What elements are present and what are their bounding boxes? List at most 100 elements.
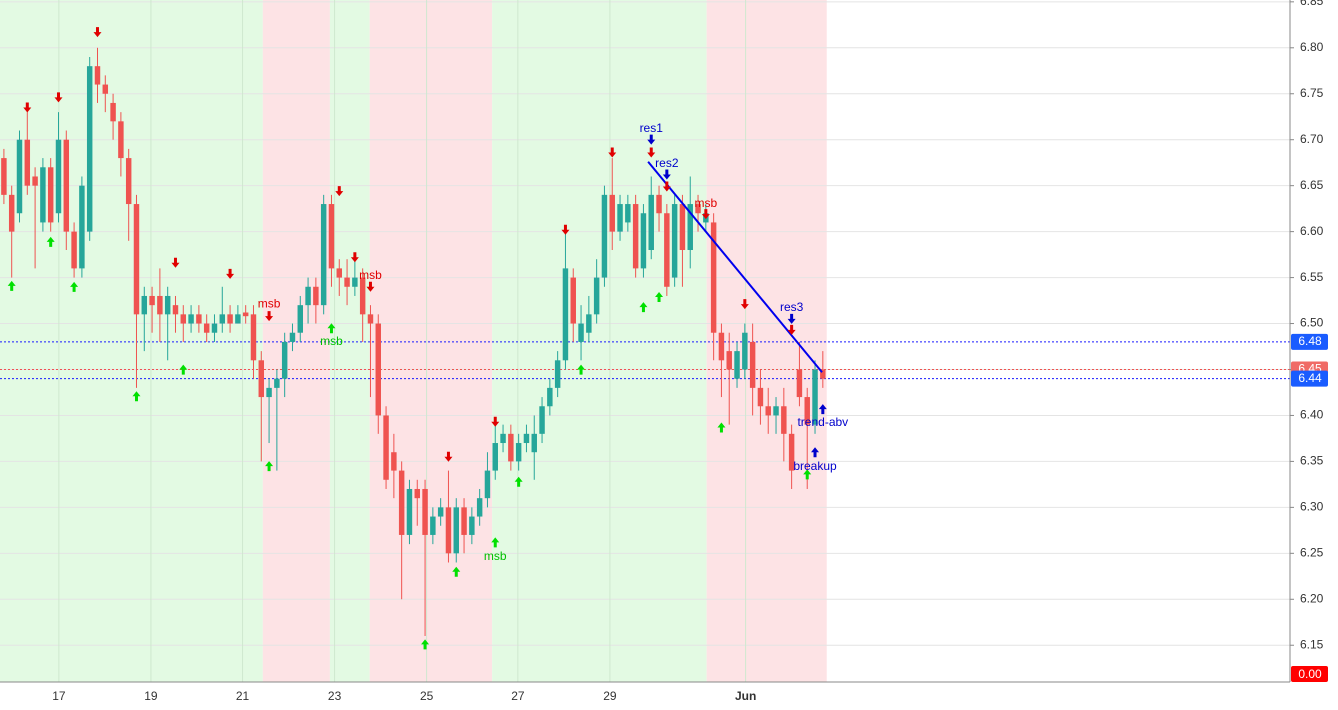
candle-body xyxy=(313,286,319,306)
signal-arrow xyxy=(811,447,820,458)
y-tick-label: 6.65 xyxy=(1300,178,1324,192)
annotation: msb xyxy=(484,549,507,563)
candle-body xyxy=(188,314,194,324)
candle-body xyxy=(32,176,38,186)
candle-body xyxy=(242,312,249,317)
candle-body xyxy=(289,332,296,342)
candle-body xyxy=(274,378,280,388)
candle-body xyxy=(812,369,818,425)
y-tick-label: 6.35 xyxy=(1300,454,1324,468)
signal-arrow xyxy=(421,639,430,650)
signal-arrow xyxy=(54,92,63,103)
candle-body xyxy=(539,406,545,434)
candle-body xyxy=(820,369,826,379)
candle-body xyxy=(328,204,335,269)
candle-body xyxy=(235,314,241,324)
candle-body xyxy=(367,314,374,324)
signal-arrow xyxy=(46,236,55,247)
candle-body xyxy=(133,204,140,315)
candle-body xyxy=(515,443,522,462)
signal-arrow xyxy=(655,291,664,302)
signal-arrow xyxy=(561,224,570,235)
signal-arrow xyxy=(179,364,188,375)
candle-body xyxy=(445,507,452,554)
candle-body xyxy=(94,66,101,85)
candle-body xyxy=(47,167,54,223)
candle-body xyxy=(523,433,530,444)
candle-body xyxy=(757,387,764,407)
candle-body xyxy=(547,387,553,407)
x-tick-label: 25 xyxy=(420,689,434,703)
candle-body xyxy=(664,213,670,287)
annotation: res1 xyxy=(640,121,664,135)
signal-arrow xyxy=(132,391,141,402)
candle-body xyxy=(227,314,233,324)
candle-body xyxy=(79,185,85,269)
signal-arrow xyxy=(452,566,461,577)
y-tick-label: 6.70 xyxy=(1300,132,1324,146)
candle-body xyxy=(437,507,444,517)
regime-zone xyxy=(0,0,263,682)
annotation: breakup xyxy=(793,459,837,473)
x-tick-label: 17 xyxy=(52,689,66,703)
candle-body xyxy=(86,66,93,232)
candle-body xyxy=(24,139,31,186)
candle-body xyxy=(305,286,311,306)
bottom-badge-bg xyxy=(1291,666,1328,682)
candle-body xyxy=(640,213,647,269)
signal-arrow xyxy=(818,404,827,415)
candle-body xyxy=(648,194,654,251)
candle-body xyxy=(414,488,420,499)
signal-arrow xyxy=(608,147,617,158)
y-tick-label: 6.80 xyxy=(1300,40,1324,54)
candle-body xyxy=(500,433,506,444)
y-tick-label: 6.60 xyxy=(1300,224,1324,238)
candle-body xyxy=(250,314,257,361)
signal-arrow xyxy=(327,323,336,334)
candle-body xyxy=(196,314,202,324)
price-badge-bg xyxy=(1291,370,1328,387)
signal-arrow xyxy=(491,416,500,427)
signal-arrow xyxy=(171,257,180,268)
signal-arrow xyxy=(350,252,359,263)
signal-arrow xyxy=(639,302,648,313)
y-tick-label: 6.30 xyxy=(1300,500,1324,514)
candle-body xyxy=(656,194,662,214)
signal-arrow xyxy=(265,311,274,322)
x-tick-label: Jun xyxy=(735,689,756,703)
candle-body xyxy=(461,507,467,535)
candle-body xyxy=(258,360,265,398)
signal-arrow xyxy=(577,364,586,375)
signal-arrow xyxy=(647,134,656,145)
signal-arrow xyxy=(491,537,500,548)
y-tick-label: 6.40 xyxy=(1300,408,1324,422)
candle-body xyxy=(570,277,576,324)
candle-body xyxy=(422,488,428,535)
y-tick-label: 6.85 xyxy=(1300,0,1324,8)
candle-body xyxy=(172,305,179,315)
candle-body xyxy=(632,204,639,269)
candle-body xyxy=(125,158,132,205)
signal-arrow xyxy=(23,102,32,113)
candle-body xyxy=(71,231,77,269)
price-badge: 6.48 xyxy=(1298,334,1322,348)
x-tick-label: 27 xyxy=(511,689,525,703)
candle-body xyxy=(1,158,7,195)
candle-body xyxy=(710,222,717,333)
signal-arrow xyxy=(226,268,235,279)
signal-arrow xyxy=(740,299,749,310)
candle-body xyxy=(796,369,803,398)
signal-arrow xyxy=(7,280,16,291)
signal-arrow xyxy=(662,181,671,192)
annotation: msb xyxy=(359,268,382,282)
candle-body xyxy=(383,415,389,480)
signal-arrow xyxy=(787,324,796,335)
candle-body xyxy=(593,277,600,315)
signal-arrow xyxy=(787,313,796,324)
candle-body xyxy=(110,102,116,122)
x-tick-label: 21 xyxy=(236,689,250,703)
y-tick-label: 6.20 xyxy=(1300,591,1324,605)
price-badge-bg xyxy=(1291,333,1328,350)
x-tick-label: 23 xyxy=(328,689,342,703)
candle-body xyxy=(157,295,163,315)
